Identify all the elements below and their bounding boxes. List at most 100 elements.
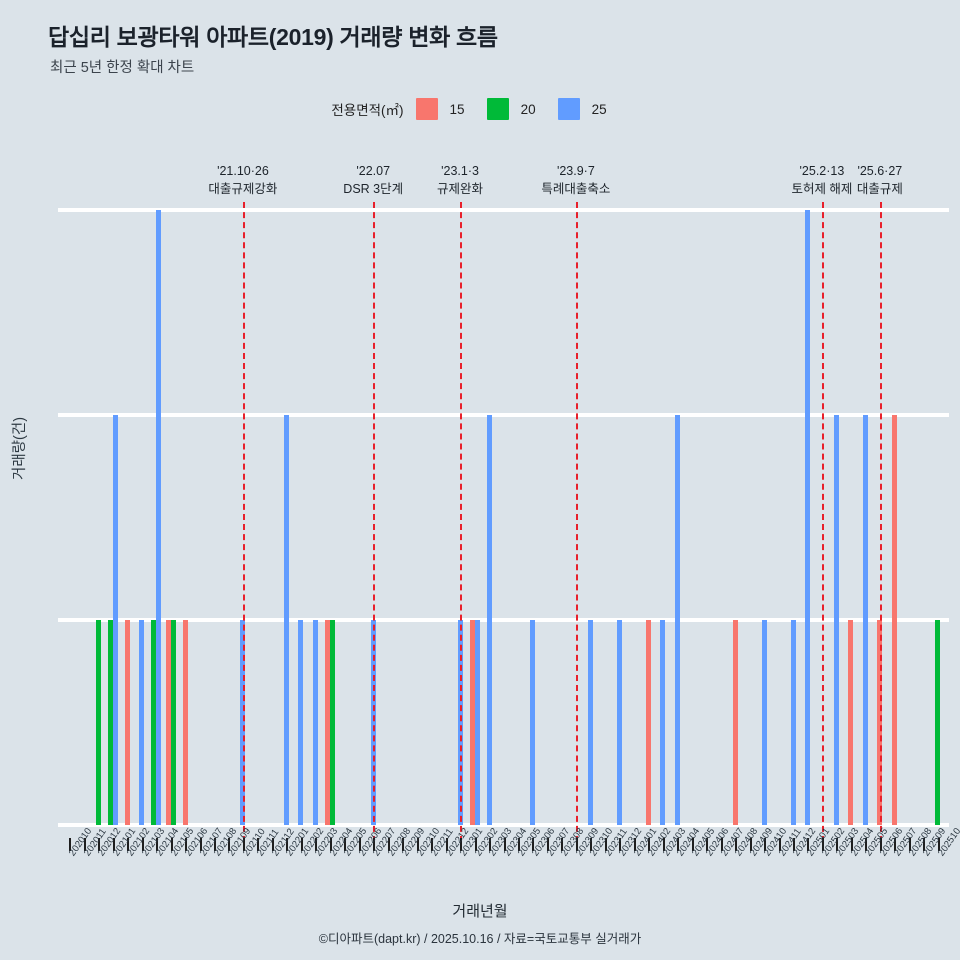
bar[interactable]	[761, 620, 767, 825]
bar[interactable]	[862, 415, 868, 825]
event-line	[575, 202, 578, 842]
page-title: 답십리 보광타워 아파트(2019) 거래량 변화 흐름	[48, 24, 498, 50]
x-tick	[706, 838, 709, 851]
event-date: '22.07	[356, 164, 391, 178]
x-tick	[662, 838, 665, 851]
plot-area: 0123	[58, 202, 949, 842]
x-tick	[242, 838, 245, 851]
x-tick	[850, 838, 853, 851]
x-tick	[879, 838, 882, 851]
bar[interactable]	[616, 620, 622, 825]
legend-swatch-15	[415, 98, 438, 120]
x-tick	[156, 838, 159, 851]
bar[interactable]	[804, 210, 810, 825]
x-tick	[460, 838, 463, 851]
x-tick	[199, 838, 202, 851]
bar[interactable]	[139, 620, 145, 825]
x-tick	[836, 838, 839, 851]
bar[interactable]	[156, 210, 162, 825]
gridline	[58, 618, 949, 622]
event-annotation: '25.2·13 토허제 해제	[762, 162, 882, 198]
bar[interactable]	[891, 415, 897, 825]
x-tick	[141, 838, 144, 851]
legend-label-15: 15	[449, 101, 465, 117]
event-annotation: '23.1·3 규제완화	[400, 162, 520, 198]
x-tick	[923, 838, 926, 851]
x-tick	[908, 838, 911, 851]
bar[interactable]	[474, 620, 480, 825]
event-line	[460, 202, 463, 842]
event-date: '23.9·7	[556, 164, 595, 178]
bar[interactable]	[790, 620, 796, 825]
bar[interactable]	[486, 415, 492, 825]
bar[interactable]	[95, 620, 101, 825]
x-axis-ticks	[62, 838, 945, 852]
bar[interactable]	[312, 620, 318, 825]
x-tick	[546, 838, 549, 851]
bar[interactable]	[112, 415, 118, 825]
x-tick	[865, 838, 868, 851]
gridline	[58, 208, 949, 212]
x-tick	[170, 838, 173, 851]
bar[interactable]	[732, 620, 738, 825]
legend-title: 전용면적(㎡)	[331, 103, 404, 118]
event-label: 규제완화	[437, 182, 484, 197]
bar[interactable]	[848, 620, 854, 825]
bar[interactable]	[587, 620, 593, 825]
x-tick	[474, 838, 477, 851]
event-line	[242, 202, 245, 842]
legend-item-25[interactable]: 25	[557, 98, 629, 120]
gridline	[58, 413, 949, 417]
bar[interactable]	[283, 415, 289, 825]
x-tick	[69, 838, 72, 851]
event-label: 대출규제	[856, 182, 903, 197]
event-date: '25.2·13	[799, 164, 845, 178]
bar[interactable]	[935, 620, 941, 825]
bar[interactable]	[469, 620, 475, 825]
x-tick	[532, 838, 535, 851]
x-tick	[83, 838, 86, 851]
event-date: '25.6·27	[857, 164, 903, 178]
legend-swatch-25	[557, 98, 580, 120]
event-line	[373, 202, 376, 842]
legend-item-15[interactable]: 15	[415, 98, 487, 120]
legend-item-20[interactable]: 20	[486, 98, 558, 120]
bar[interactable]	[170, 620, 176, 825]
event-line	[821, 202, 824, 842]
bar[interactable]	[298, 620, 304, 825]
x-tick	[257, 838, 260, 851]
bar[interactable]	[124, 620, 130, 825]
event-label: DSR 3단계	[343, 182, 404, 197]
x-tick	[894, 838, 897, 851]
x-tick	[677, 838, 680, 851]
bar[interactable]	[833, 415, 839, 825]
x-tick	[807, 838, 810, 851]
x-tick	[127, 838, 130, 851]
x-tick	[517, 838, 520, 851]
x-tick	[691, 838, 694, 851]
event-date: '23.1·3	[441, 164, 479, 178]
legend: 전용면적(㎡) 15 20 25	[0, 98, 960, 120]
x-axis-label: 거래년월	[452, 903, 508, 920]
bar[interactable]	[329, 620, 335, 825]
bar[interactable]	[182, 620, 188, 825]
bar[interactable]	[165, 620, 171, 825]
x-tick	[402, 838, 405, 851]
x-tick	[387, 838, 390, 851]
x-tick	[561, 838, 564, 851]
x-tick	[735, 838, 738, 851]
bar[interactable]	[660, 620, 666, 825]
x-tick	[648, 838, 651, 851]
bar[interactable]	[674, 415, 680, 825]
x-tick	[300, 838, 303, 851]
bar[interactable]	[324, 620, 330, 825]
event-annotation: '21.10·26 대출규제강화	[183, 162, 303, 198]
event-annotation: '22.07 DSR 3단계	[313, 162, 433, 198]
bar[interactable]	[151, 620, 157, 825]
x-tick	[112, 838, 115, 851]
bar[interactable]	[529, 620, 535, 825]
bar[interactable]	[645, 620, 651, 825]
x-tick	[286, 838, 289, 851]
x-tick	[271, 838, 274, 851]
bar[interactable]	[107, 620, 113, 825]
